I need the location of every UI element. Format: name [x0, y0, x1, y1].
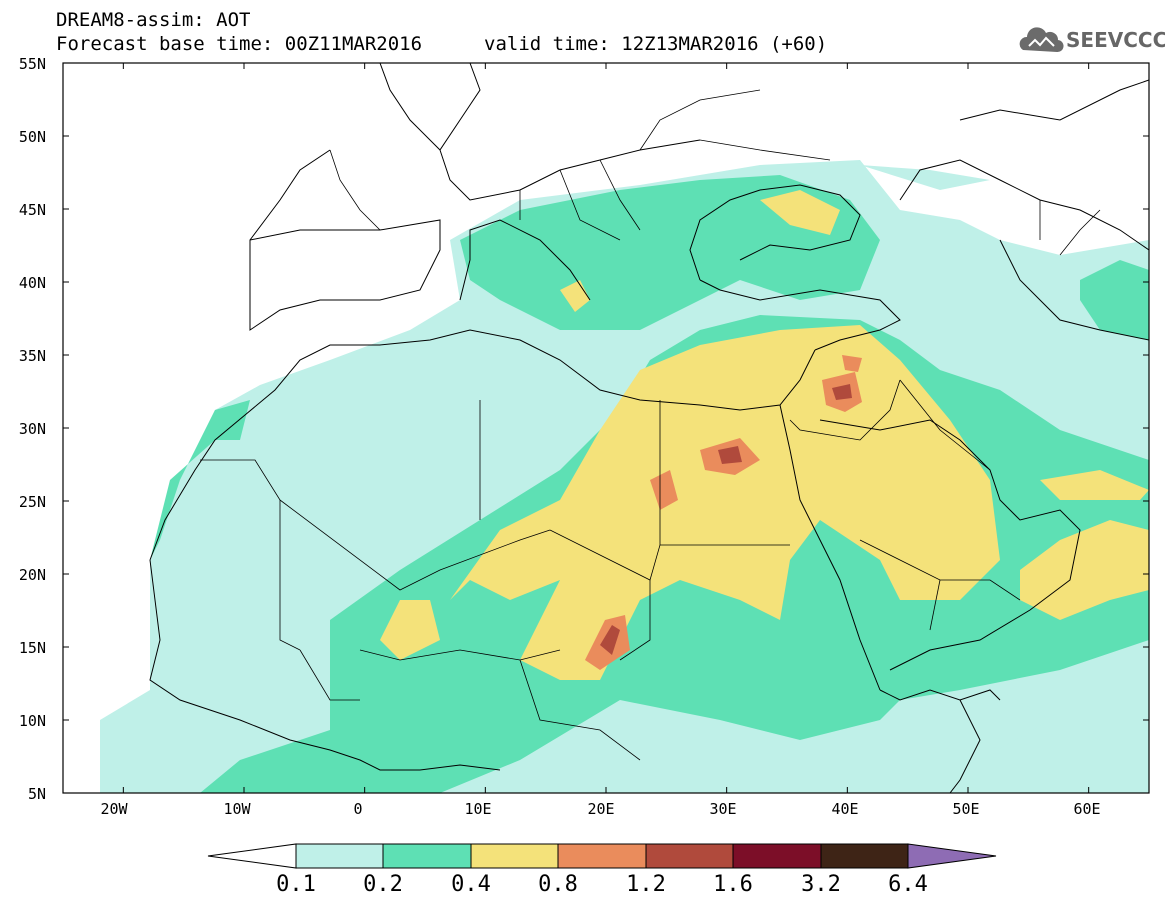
lon-label: 20W — [100, 800, 128, 818]
lat-label: 35N — [18, 347, 46, 365]
lat-label: 30N — [18, 420, 46, 438]
colorbar-segment-under — [207, 843, 297, 869]
country-borders — [200, 89, 1101, 761]
colorbar-label: 0.1 — [276, 872, 316, 897]
lon-label: 10W — [223, 800, 251, 818]
valid-time: valid time: 12Z13MAR2016 (+60) — [484, 33, 828, 55]
lon-label: 60E — [1073, 800, 1101, 818]
lon-label: 50E — [952, 800, 980, 818]
aot-band-1.2 — [600, 384, 852, 655]
colorbar-segment-0.2 — [382, 843, 472, 869]
lon-label: 0 — [353, 800, 363, 818]
lon-label: 40E — [831, 800, 859, 818]
colorbar-label: 0.4 — [451, 872, 491, 897]
lat-label: 10N — [18, 712, 46, 730]
colorbar-label: 1.2 — [626, 872, 666, 897]
colorbar-segment-3.2 — [820, 843, 909, 869]
lat-label: 15N — [18, 639, 46, 657]
coastlines — [149, 63, 1149, 793]
colorbar-label: 1.6 — [713, 872, 753, 897]
lon-label: 10E — [464, 800, 492, 818]
colorbar-label: 0.2 — [363, 872, 403, 897]
lat-label: 25N — [18, 493, 46, 511]
lat-label: 40N — [18, 274, 46, 292]
lat-label: 20N — [18, 566, 46, 584]
lat-label: 55N — [18, 55, 46, 73]
lon-label: 20E — [587, 800, 615, 818]
colorbar-segment-1.2 — [645, 843, 734, 869]
colorbar-segment-0.4 — [470, 843, 559, 869]
colorbar-segment-1.6 — [732, 843, 822, 869]
lon-label: 30E — [709, 800, 737, 818]
aot-band-0.4 — [380, 190, 1149, 680]
colorbar — [207, 843, 997, 869]
map-title: DREAM8-assim: AOT — [56, 9, 251, 31]
cloud-logo-icon — [1019, 27, 1064, 53]
lat-label: 5N — [27, 785, 46, 803]
colorbar-label: 6.4 — [888, 872, 928, 897]
forecast-base-time: Forecast base time: 00Z11MAR2016 — [56, 33, 423, 55]
colorbar-label: 3.2 — [801, 872, 841, 897]
colorbar-segment-over — [907, 843, 997, 869]
colorbar-segment-0.1 — [295, 843, 384, 869]
lat-label: 50N — [18, 128, 46, 146]
axis-ticks — [63, 62, 1149, 794]
lat-label: 45N — [18, 201, 46, 219]
logo-text: SEEVCCC — [1066, 28, 1165, 52]
colorbar-label: 0.8 — [538, 872, 578, 897]
colorbar-segment-0.8 — [557, 843, 647, 869]
